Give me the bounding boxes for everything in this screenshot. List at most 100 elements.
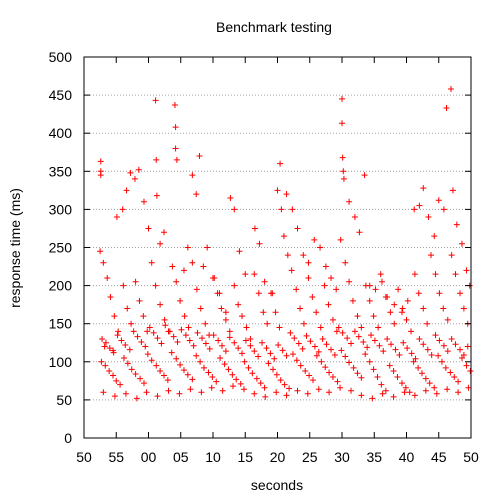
data-point	[431, 384, 438, 391]
plot-frame	[83, 56, 472, 439]
data-point	[351, 328, 358, 335]
x-tick-label: 00	[141, 449, 157, 465]
data-point	[360, 338, 367, 345]
y-tick-label: 300	[49, 201, 73, 217]
data-point	[302, 367, 309, 374]
data-point	[276, 324, 283, 331]
data-point	[331, 351, 338, 358]
data-point	[132, 370, 139, 377]
data-point	[231, 282, 238, 289]
data-point	[180, 267, 187, 274]
data-point	[391, 301, 398, 308]
data-point	[370, 366, 377, 373]
data-point	[306, 372, 313, 379]
x-axis-label: seconds	[251, 477, 303, 493]
data-point	[235, 301, 242, 308]
x-tick-label: 50	[463, 449, 479, 465]
data-point	[242, 337, 249, 344]
data-point	[177, 297, 184, 304]
data-point	[245, 364, 252, 371]
data-point	[157, 240, 164, 247]
data-point	[342, 259, 349, 266]
data-point	[199, 335, 206, 342]
data-point	[337, 384, 344, 391]
x-tick-label: 40	[399, 449, 415, 465]
data-point	[202, 320, 209, 327]
data-point	[117, 381, 124, 388]
data-point	[300, 252, 307, 259]
y-axis-tick-labels: 0 50 100 150 200 250 300 350 400 450 500	[49, 49, 73, 446]
data-point	[102, 362, 109, 369]
data-point	[273, 371, 280, 378]
data-point	[398, 380, 405, 387]
data-point	[346, 198, 353, 205]
data-point	[240, 386, 247, 393]
data-point	[436, 290, 443, 297]
data-point	[379, 390, 386, 397]
data-point	[243, 324, 250, 331]
data-point	[428, 351, 435, 358]
data-point	[317, 244, 324, 251]
data-point	[277, 377, 284, 384]
data-point	[283, 191, 290, 198]
data-point	[119, 206, 126, 213]
x-tick-label: 55	[108, 449, 124, 465]
data-point	[348, 387, 355, 394]
data-point	[349, 297, 356, 304]
data-point	[196, 153, 203, 160]
data-point	[219, 387, 226, 394]
data-point	[135, 166, 142, 173]
data-point	[110, 349, 117, 356]
data-point	[339, 154, 346, 161]
data-points	[97, 86, 474, 402]
data-point	[189, 172, 196, 179]
data-point	[110, 372, 117, 379]
data-point	[177, 361, 184, 368]
data-point	[315, 348, 322, 355]
data-point	[152, 282, 159, 289]
data-point	[426, 380, 433, 387]
data-point	[304, 390, 311, 397]
data-point	[293, 357, 300, 364]
data-point	[164, 377, 171, 384]
data-point	[264, 320, 271, 327]
data-point	[130, 328, 137, 335]
data-point	[420, 305, 427, 312]
data-point	[448, 335, 455, 342]
data-point	[400, 339, 407, 346]
data-point	[122, 342, 129, 349]
data-point	[281, 381, 288, 388]
data-point	[415, 290, 422, 297]
data-point	[127, 169, 134, 176]
data-point	[460, 351, 467, 358]
data-point	[388, 341, 395, 348]
data-point	[251, 390, 258, 397]
y-tick-label: 200	[49, 278, 73, 294]
data-point	[217, 354, 224, 361]
data-point	[410, 358, 417, 365]
data-point	[366, 358, 373, 365]
data-point	[263, 345, 270, 352]
x-tick-label: 10	[205, 449, 221, 465]
data-point	[318, 358, 325, 365]
data-point	[154, 335, 161, 342]
data-point	[154, 393, 161, 400]
data-point	[106, 345, 113, 352]
data-point	[229, 371, 236, 378]
data-point	[415, 364, 422, 371]
data-point	[399, 305, 406, 312]
data-point	[447, 369, 454, 376]
data-point	[255, 353, 262, 360]
data-point	[339, 120, 345, 127]
data-point	[412, 355, 419, 362]
data-point	[321, 282, 328, 289]
data-point	[193, 286, 200, 293]
data-point	[411, 392, 418, 399]
x-axis-tick-labels: 50 55 00 05 10 15 20 25 30 35 40 45 50	[76, 449, 479, 465]
data-point	[247, 342, 254, 349]
chart-title: Benchmark testing	[216, 19, 332, 35]
data-point	[260, 309, 267, 316]
data-point	[338, 347, 345, 354]
data-point	[257, 380, 264, 387]
data-point	[210, 332, 217, 339]
